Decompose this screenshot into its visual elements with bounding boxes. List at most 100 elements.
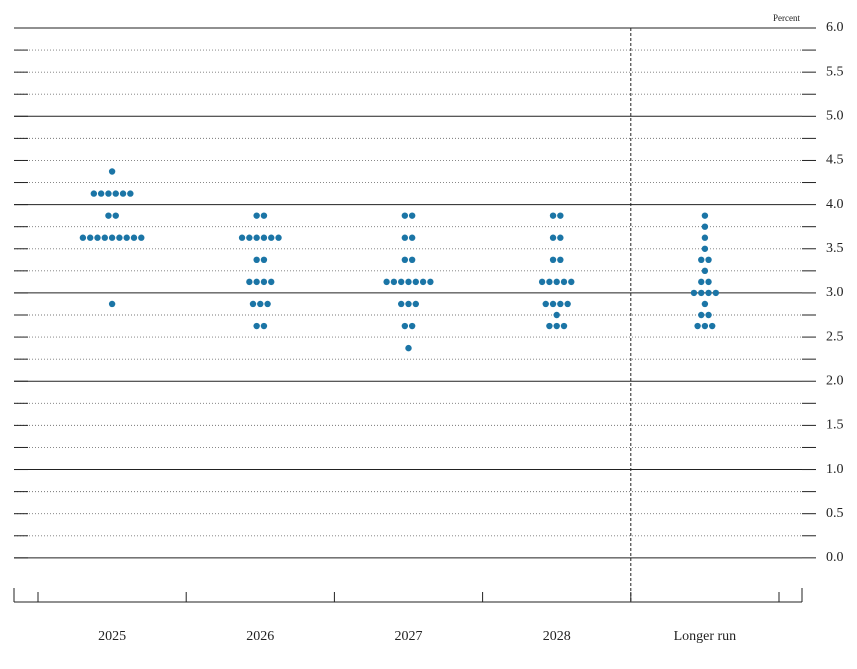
dot [249, 300, 257, 308]
dot [401, 234, 409, 241]
dot [253, 212, 260, 219]
dot [405, 278, 412, 286]
dot [257, 300, 264, 308]
dot [401, 256, 409, 264]
dot [383, 278, 390, 286]
dot [116, 234, 123, 241]
dot [557, 256, 564, 264]
dot [701, 234, 709, 241]
y-tick-label: 1.5 [826, 418, 844, 433]
dot [268, 278, 275, 286]
dot [127, 190, 134, 197]
dot [119, 190, 127, 197]
dot [557, 212, 564, 219]
y-tick-label: 4.5 [826, 153, 844, 168]
dot [701, 300, 709, 308]
dot [694, 322, 701, 330]
dot [101, 234, 109, 241]
dot [412, 278, 419, 286]
x-tick-label: 2026 [246, 629, 274, 644]
dot [549, 212, 557, 219]
dot [260, 278, 268, 286]
dot [268, 234, 275, 241]
dot [701, 245, 709, 252]
dot [401, 322, 409, 330]
dot [564, 300, 571, 308]
dot [412, 300, 419, 308]
dot [690, 289, 698, 297]
dot [557, 300, 564, 308]
dot [701, 267, 709, 275]
dot [108, 300, 116, 308]
dot [568, 278, 575, 286]
dot [87, 234, 94, 241]
dot [553, 278, 560, 286]
y-tick-label: 2.0 [826, 373, 844, 388]
dot [123, 234, 130, 241]
dot [560, 278, 568, 286]
dot [546, 322, 553, 330]
dot [560, 322, 568, 330]
y-tick-label: 2.5 [826, 329, 844, 344]
dot [260, 256, 268, 264]
y-tick-label: 6.0 [826, 20, 844, 35]
dot [408, 212, 416, 219]
dot [253, 278, 260, 286]
y-tick-label: 4.0 [826, 197, 844, 212]
dot [712, 289, 720, 297]
y-tick-label: 0.0 [826, 550, 844, 565]
dot [260, 234, 268, 241]
dot [398, 278, 405, 286]
dot [401, 212, 409, 219]
dot [549, 300, 557, 308]
y-axis-label: Percent [773, 13, 800, 23]
dot [275, 234, 282, 241]
y-tick-label: 3.5 [826, 241, 844, 256]
dot [94, 234, 101, 241]
dot [701, 322, 709, 330]
dot [138, 234, 145, 241]
dot [542, 300, 549, 308]
dot [549, 256, 557, 264]
dot [427, 278, 434, 286]
dot [405, 300, 412, 308]
y-tick-label: 0.5 [826, 506, 844, 521]
dot [260, 212, 268, 219]
dot [705, 256, 712, 264]
y-tick-label: 1.0 [826, 462, 844, 477]
dot [553, 311, 560, 319]
dot [79, 234, 87, 241]
dot [108, 234, 116, 241]
dot [408, 322, 416, 330]
dot [698, 256, 705, 264]
dot [709, 322, 716, 330]
dot [705, 289, 712, 297]
x-tick-label: 2028 [543, 629, 571, 644]
dot [698, 311, 705, 319]
dot [549, 234, 557, 241]
dot [253, 234, 260, 241]
dot [112, 190, 119, 197]
y-tick-label: 3.0 [826, 285, 844, 300]
dot [90, 190, 98, 197]
dot [105, 212, 112, 219]
dot [557, 234, 564, 241]
dot [701, 223, 709, 230]
dot [260, 322, 268, 330]
dot [546, 278, 553, 286]
dot [705, 278, 712, 286]
dot [105, 190, 112, 197]
dot [398, 300, 405, 308]
y-tick-label: 5.5 [826, 64, 844, 79]
dot [553, 322, 560, 330]
x-tick-label: 2027 [395, 629, 423, 644]
dot [112, 212, 119, 219]
dot [698, 289, 705, 297]
dot [408, 234, 416, 241]
dot [246, 278, 253, 286]
dot [538, 278, 546, 286]
dot [408, 256, 416, 264]
y-tick-label: 5.0 [826, 109, 844, 124]
dot [264, 300, 271, 308]
dot [253, 322, 260, 330]
